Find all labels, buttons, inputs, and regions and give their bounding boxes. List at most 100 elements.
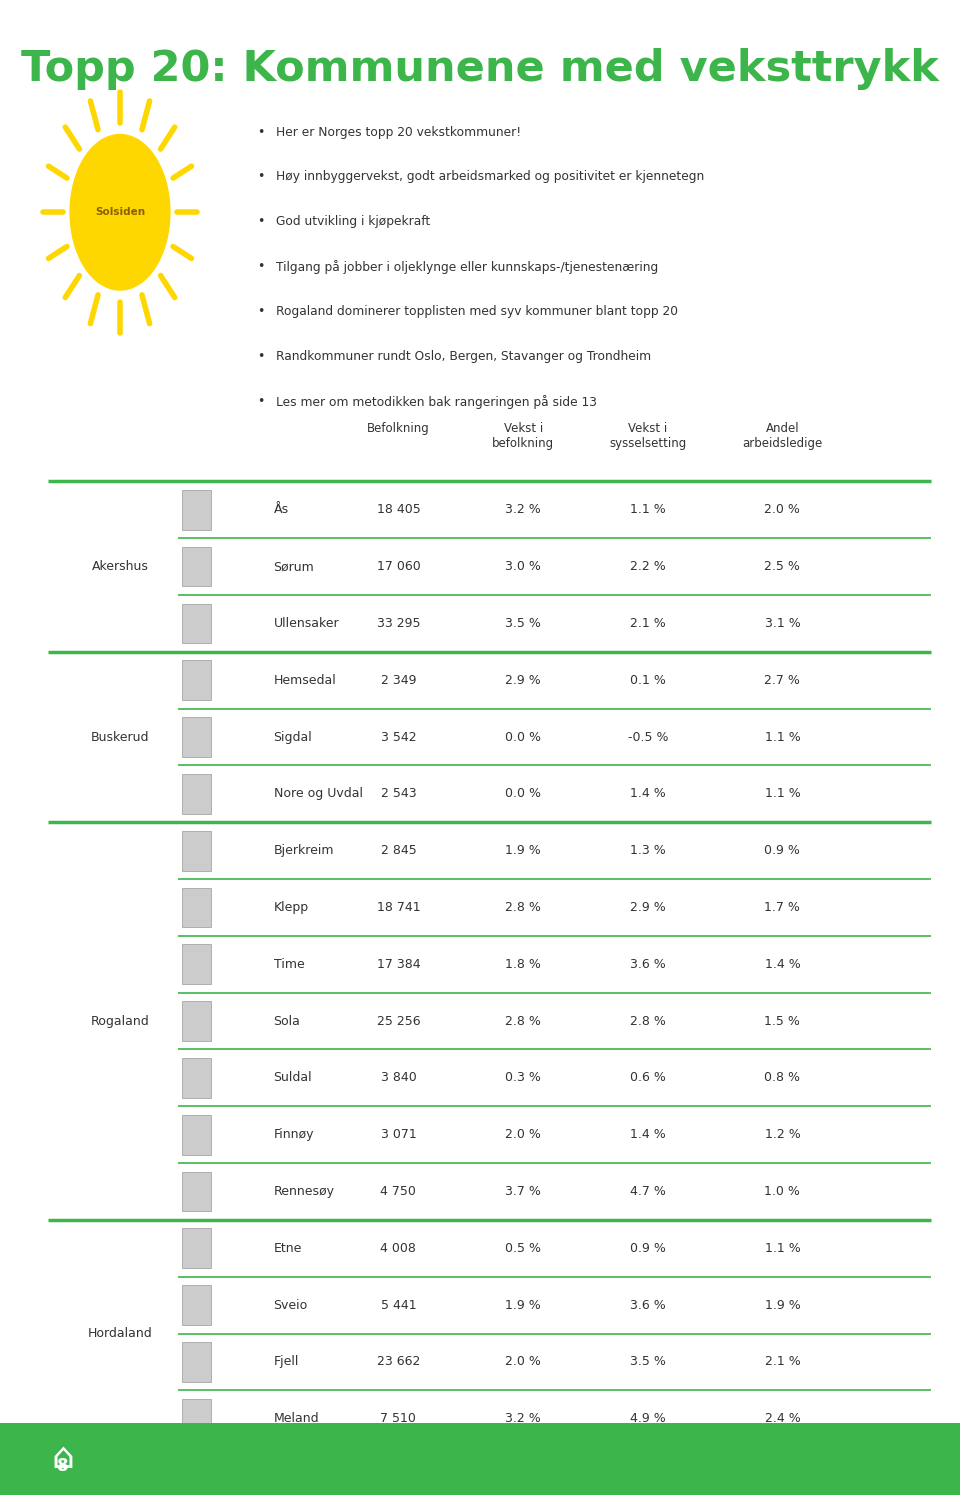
Text: Finnøy: Finnøy — [274, 1129, 314, 1141]
Text: 0.6 %: 0.6 % — [630, 1072, 666, 1084]
Bar — [182, 1286, 211, 1325]
Text: 2.5 %: 2.5 % — [764, 561, 801, 573]
Text: 0.5 %: 0.5 % — [505, 1242, 541, 1254]
Text: Solsiden: Solsiden — [95, 208, 145, 217]
Text: 4 008: 4 008 — [380, 1242, 417, 1254]
Text: 0.0 %: 0.0 % — [505, 731, 541, 743]
Text: 1.7 %: 1.7 % — [764, 901, 801, 913]
Text: •: • — [257, 215, 265, 229]
Text: ⌂: ⌂ — [51, 1441, 74, 1474]
Text: 5 441: 5 441 — [380, 1299, 417, 1311]
Text: 7 510: 7 510 — [380, 1413, 417, 1425]
Text: 2.8 %: 2.8 % — [505, 901, 541, 913]
Text: 1.9 %: 1.9 % — [764, 1299, 801, 1311]
Text: 0.8 %: 0.8 % — [505, 1470, 541, 1482]
Text: Meland: Meland — [274, 1413, 320, 1425]
Text: 23 662: 23 662 — [376, 1356, 420, 1368]
Text: 3.5 %: 3.5 % — [630, 1356, 666, 1368]
Text: 18 741: 18 741 — [376, 901, 420, 913]
Text: 1.0 %: 1.0 % — [764, 1186, 801, 1197]
Text: Sola: Sola — [274, 1015, 300, 1027]
Bar — [182, 774, 211, 813]
Text: Ullensaker: Ullensaker — [274, 617, 339, 629]
Bar — [182, 1058, 211, 1097]
Text: 0.9 %: 0.9 % — [630, 1242, 666, 1254]
Text: 2.0 %: 2.0 % — [764, 504, 801, 516]
Text: 3.5 %: 3.5 % — [505, 617, 541, 629]
Bar — [182, 945, 211, 984]
Text: 4 438: 4 438 — [380, 1470, 417, 1482]
Text: 3.6 %: 3.6 % — [630, 958, 666, 970]
Text: Frøya: Frøya — [274, 1470, 308, 1482]
Bar — [182, 1399, 211, 1438]
Text: 2.7 %: 2.7 % — [764, 674, 801, 686]
Text: 3.7 %: 3.7 % — [505, 1186, 541, 1197]
Text: 4.7 %: 4.7 % — [630, 1186, 666, 1197]
Text: 4.9 %: 4.9 % — [630, 1413, 666, 1425]
Text: 2 349: 2 349 — [381, 674, 416, 686]
Text: •: • — [257, 395, 265, 408]
Text: Høy innbyggervekst, godt arbeidsmarked og positivitet er kjennetegn: Høy innbyggervekst, godt arbeidsmarked o… — [276, 170, 705, 184]
Text: Les mer om metodikken bak rangeringen på side 13: Les mer om metodikken bak rangeringen på… — [276, 395, 597, 408]
Text: 2 845: 2 845 — [380, 845, 417, 857]
Text: 5.1 %: 5.1 % — [630, 1470, 666, 1482]
Text: 2.1 %: 2.1 % — [630, 617, 666, 629]
Text: Rogaland: Rogaland — [90, 1015, 150, 1027]
Text: 3.6 %: 3.6 % — [630, 1299, 666, 1311]
Text: Hordaland: Hordaland — [87, 1328, 153, 1340]
Text: 2.9 %: 2.9 % — [630, 901, 666, 913]
Text: •: • — [257, 350, 265, 363]
Text: Klepp: Klepp — [274, 901, 309, 913]
Text: 8: 8 — [57, 1458, 68, 1476]
Text: 2.4 %: 2.4 % — [764, 1413, 801, 1425]
Text: 4 750: 4 750 — [380, 1186, 417, 1197]
Text: Sigdal: Sigdal — [274, 731, 312, 743]
Text: 3 071: 3 071 — [380, 1129, 417, 1141]
Text: 33 295: 33 295 — [376, 617, 420, 629]
Text: 0.8 %: 0.8 % — [764, 1072, 801, 1084]
Bar — [0, 1423, 960, 1495]
Text: •: • — [257, 126, 265, 139]
Text: 0.3 %: 0.3 % — [505, 1072, 541, 1084]
Text: •: • — [257, 260, 265, 274]
Text: Her er Norges topp 20 vekstkommuner!: Her er Norges topp 20 vekstkommuner! — [276, 126, 521, 139]
Text: Topp 20: Kommunene med veksttrykk: Topp 20: Kommunene med veksttrykk — [21, 48, 939, 90]
Bar — [182, 831, 211, 870]
Text: 1.3 %: 1.3 % — [630, 845, 666, 857]
Text: 1.4 %: 1.4 % — [764, 958, 801, 970]
Bar — [182, 1172, 211, 1211]
Text: 0.0 %: 0.0 % — [505, 788, 541, 800]
Text: 2.1 %: 2.1 % — [764, 1356, 801, 1368]
Text: Rogaland dominerer topplisten med syv kommuner blant topp 20: Rogaland dominerer topplisten med syv ko… — [276, 305, 679, 318]
Bar — [182, 604, 211, 643]
Text: •: • — [257, 170, 265, 184]
Bar — [182, 1229, 211, 1268]
Text: Randkommuner rundt Oslo, Bergen, Stavanger og Trondheim: Randkommuner rundt Oslo, Bergen, Stavang… — [276, 350, 652, 363]
Text: 3.0 %: 3.0 % — [505, 561, 541, 573]
Circle shape — [70, 135, 170, 290]
Text: 1.9 %: 1.9 % — [505, 845, 541, 857]
Text: Tilgang på jobber i oljeklynge eller kunnskaps-/tjenestenæring: Tilgang på jobber i oljeklynge eller kun… — [276, 260, 659, 274]
Text: 1.1 %: 1.1 % — [764, 731, 801, 743]
Bar — [182, 547, 211, 586]
Text: 1.9 %: 1.9 % — [505, 1299, 541, 1311]
Text: Etne: Etne — [274, 1242, 302, 1254]
Text: 17 384: 17 384 — [376, 958, 420, 970]
Bar — [182, 1343, 211, 1381]
Text: Ås: Ås — [274, 504, 289, 516]
Text: Rennesøy: Rennesøy — [274, 1186, 335, 1197]
Text: 2.9 %: 2.9 % — [505, 674, 541, 686]
Text: 1.1 %: 1.1 % — [764, 788, 801, 800]
Text: 2.0 %: 2.0 % — [505, 1129, 541, 1141]
Text: -0.5 %: -0.5 % — [628, 731, 668, 743]
Text: 2.2 %: 2.2 % — [630, 561, 666, 573]
Text: Nore og Uvdal: Nore og Uvdal — [274, 788, 363, 800]
Text: Hemsedal: Hemsedal — [274, 674, 336, 686]
Text: Fjell: Fjell — [274, 1356, 299, 1368]
Text: 1.1 %: 1.1 % — [630, 504, 666, 516]
Text: 3.2 %: 3.2 % — [505, 504, 541, 516]
Text: 0.1 %: 0.1 % — [630, 674, 666, 686]
Bar — [182, 888, 211, 927]
Text: 2.0 %: 2.0 % — [505, 1356, 541, 1368]
Text: Vekst i
sysselsetting: Vekst i sysselsetting — [610, 422, 686, 450]
